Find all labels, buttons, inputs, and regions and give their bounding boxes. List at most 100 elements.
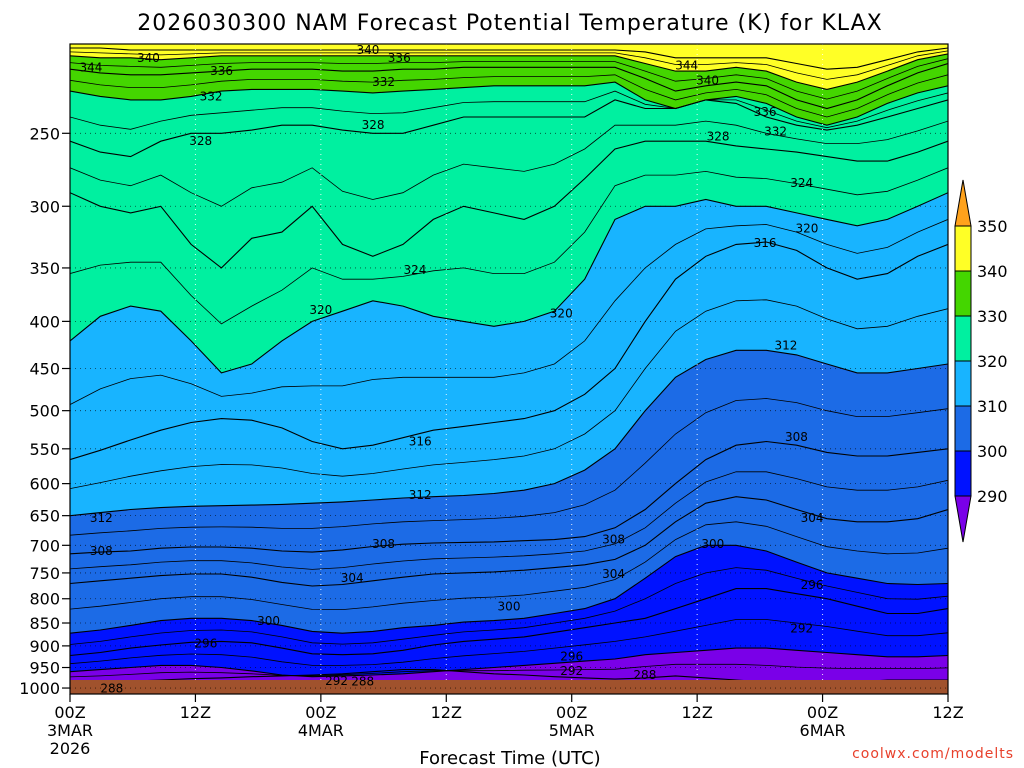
colorbar-tick-label: 340 bbox=[977, 262, 1008, 281]
contour-label-288: 288 bbox=[100, 681, 123, 695]
contour-label-text: 344 bbox=[675, 58, 698, 72]
colorbar-tick-label: 350 bbox=[977, 217, 1008, 236]
x-tick-label: 00Z bbox=[556, 703, 587, 722]
isotherm-292 bbox=[70, 647, 948, 678]
isotherm-312 bbox=[70, 349, 948, 517]
contour-label-316: 316 bbox=[754, 236, 777, 250]
contour-label-344: 344 bbox=[79, 60, 102, 74]
contour-label-text: 320 bbox=[550, 306, 573, 320]
x-axis-label: Forecast Time (UTC) bbox=[419, 748, 600, 768]
contour-label-340: 340 bbox=[137, 51, 160, 65]
isotherm-310 bbox=[70, 398, 948, 536]
contour-label-text: 288 bbox=[100, 681, 123, 695]
contour-label-text: 288 bbox=[351, 675, 374, 689]
isotherm-316 bbox=[70, 241, 948, 461]
contour-label-324: 324 bbox=[403, 263, 426, 277]
isotherm-336 bbox=[70, 62, 948, 110]
y-tick-label: 700 bbox=[29, 536, 60, 555]
y-tick-label: 850 bbox=[29, 614, 60, 633]
y-tick-label: 950 bbox=[29, 659, 60, 678]
contour-label-text: 336 bbox=[210, 64, 233, 78]
isotherm-314 bbox=[70, 299, 948, 489]
contour-label-312: 312 bbox=[90, 511, 113, 525]
x-tick-date: 4MAR bbox=[298, 721, 344, 740]
contour-label-296: 296 bbox=[194, 637, 217, 651]
x-tick-label: 12Z bbox=[932, 703, 963, 722]
contour-label-312: 312 bbox=[409, 488, 432, 502]
contour-label-320: 320 bbox=[309, 303, 332, 317]
colorbar-segment-top bbox=[954, 179, 972, 227]
contour-label-text: 308 bbox=[90, 544, 113, 558]
contour-label-text: 296 bbox=[194, 637, 217, 651]
x-tick-label: 12Z bbox=[180, 703, 211, 722]
contour-label-304: 304 bbox=[341, 571, 364, 585]
isotherm-302 bbox=[70, 521, 948, 611]
colorbar-segment-330 bbox=[954, 270, 972, 317]
contour-label-288: 288 bbox=[633, 668, 656, 682]
contour-label-308: 308 bbox=[372, 537, 395, 551]
contour-label-328: 328 bbox=[189, 134, 212, 148]
contour-label-340: 340 bbox=[356, 43, 379, 57]
colorbar-tick-label: 330 bbox=[977, 307, 1008, 326]
isotherm-296 bbox=[70, 588, 948, 657]
contour-label-300: 300 bbox=[498, 600, 521, 614]
contour-label-text: 300 bbox=[498, 600, 521, 614]
y-tick-label: 300 bbox=[29, 197, 60, 216]
contour-label-text: 320 bbox=[795, 221, 818, 235]
isotherm-304 bbox=[70, 496, 948, 587]
y-tick-label: 750 bbox=[29, 564, 60, 583]
contour-label-328: 328 bbox=[707, 129, 730, 143]
colorbar-segment-340 bbox=[954, 225, 972, 272]
isotherm-298 bbox=[70, 567, 948, 645]
contour-label-text: 332 bbox=[764, 125, 787, 139]
contour-label-text: 308 bbox=[372, 537, 395, 551]
isotherm-318 bbox=[70, 219, 948, 405]
x-tick-label: 12Z bbox=[431, 703, 462, 722]
contour-label-296: 296 bbox=[560, 649, 583, 663]
colorbar-segment-300 bbox=[954, 405, 972, 452]
contour-label-332: 332 bbox=[372, 75, 395, 89]
contour-label-308: 308 bbox=[785, 430, 808, 444]
contour-label-text: 296 bbox=[560, 649, 583, 663]
contour-label-text: 308 bbox=[785, 430, 808, 444]
x-tick-year: 2026 bbox=[50, 739, 91, 758]
x-tick-date: 5MAR bbox=[549, 721, 595, 740]
colorbar-tick-label: 310 bbox=[977, 397, 1008, 416]
colorbar-tick-label: 290 bbox=[977, 487, 1008, 506]
x-tick-label: 00Z bbox=[54, 703, 85, 722]
isotherm-320 bbox=[70, 192, 948, 374]
x-tick-label: 12Z bbox=[681, 703, 712, 722]
y-tick-label: 450 bbox=[29, 360, 60, 379]
contour-label-336: 336 bbox=[388, 51, 411, 65]
contour-label-text: 328 bbox=[189, 134, 212, 148]
colorbar-segment-290 bbox=[954, 450, 972, 497]
contour-label-text: 304 bbox=[602, 567, 625, 581]
contour-label-text: 328 bbox=[362, 118, 385, 132]
contour-label-308: 308 bbox=[602, 533, 625, 547]
source-credit: coolwx.com/modelts bbox=[852, 746, 1014, 762]
y-tick-label: 650 bbox=[29, 507, 60, 526]
contour-label-text: 304 bbox=[801, 511, 824, 525]
contour-label-text: 324 bbox=[790, 176, 813, 190]
isotherm-342 bbox=[70, 50, 948, 80]
y-tick-label: 900 bbox=[29, 637, 60, 656]
contour-label-332: 332 bbox=[764, 125, 787, 139]
contour-label-text: 332 bbox=[372, 75, 395, 89]
contour-label-text: 340 bbox=[696, 73, 719, 87]
colorbar-segment-bottom bbox=[954, 495, 972, 543]
x-tick-date: 3MAR bbox=[47, 721, 93, 740]
isotherm-300 bbox=[70, 544, 948, 634]
contour-label-text: 340 bbox=[356, 43, 379, 57]
y-tick-label: 550 bbox=[29, 440, 60, 459]
ground-surface-band bbox=[70, 680, 948, 694]
x-tick-label: 00Z bbox=[305, 703, 336, 722]
isotherm-344 bbox=[70, 47, 948, 70]
contour-label-text: 312 bbox=[90, 511, 113, 525]
contour-label-332: 332 bbox=[200, 89, 223, 103]
contour-label-text: 316 bbox=[754, 236, 777, 250]
contour-label-text: 304 bbox=[341, 571, 364, 585]
contour-label-288: 288 bbox=[351, 675, 374, 689]
colorbar-segment-310 bbox=[954, 360, 972, 407]
contour-label-300: 300 bbox=[257, 614, 280, 628]
